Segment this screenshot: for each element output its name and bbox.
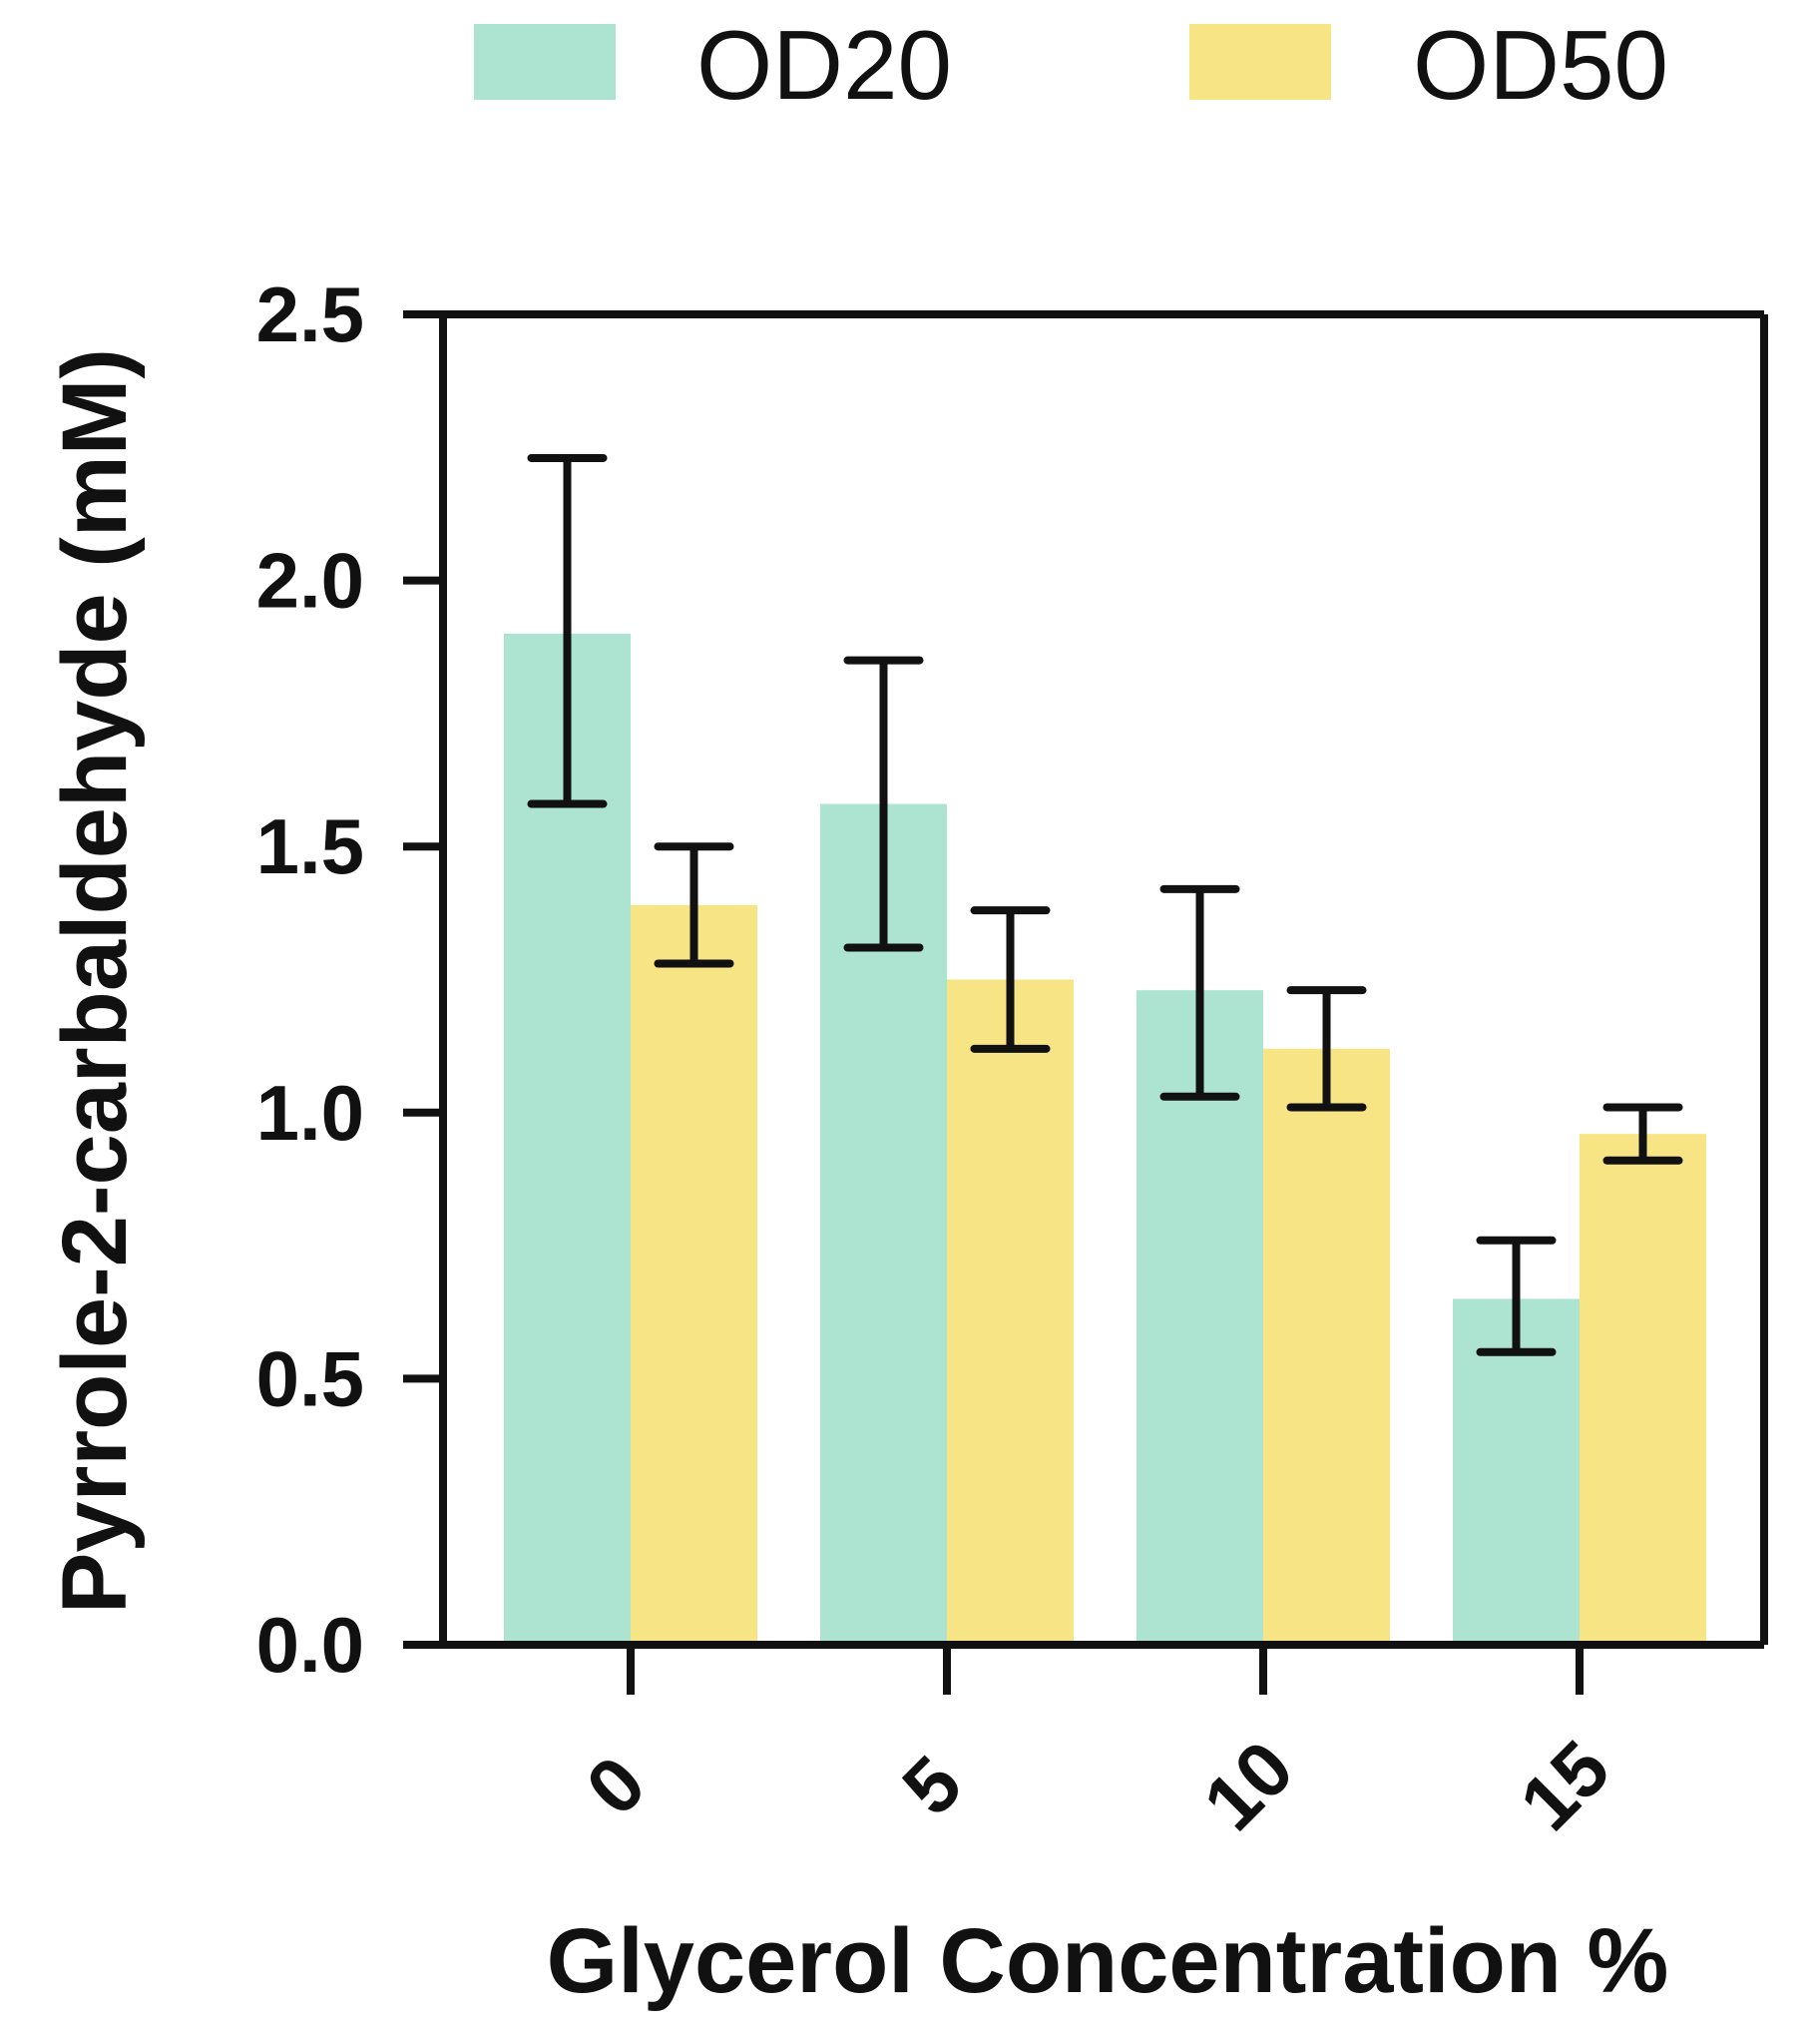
error-bar-od50-0: [654, 842, 734, 968]
legend-label-od50: OD50: [1413, 10, 1668, 120]
bar-od50-10: [1263, 1048, 1390, 1645]
legend-swatch-od20: [474, 24, 616, 100]
y-tick-label-1.5: 1.5: [256, 802, 364, 890]
x-axis-title: Glycerol Concentration %: [547, 1910, 1669, 2012]
legend: OD20 OD50: [474, 10, 1668, 120]
bar-od20-15: [1453, 1298, 1580, 1645]
y-axis-title: Pyrrole-2-carbaldehyde (mM): [44, 348, 146, 1614]
error-bar-od50-10: [1286, 986, 1367, 1112]
bar-od50-0: [631, 904, 757, 1645]
error-bar-od20-15: [1476, 1236, 1557, 1356]
y-tick-label-0.0: 0.0: [256, 1601, 364, 1689]
legend-swatch-od50: [1189, 24, 1331, 100]
y-tick-label-2.0: 2.0: [256, 537, 364, 625]
y-tick-label-0.5: 0.5: [256, 1334, 364, 1422]
plot-frame: [439, 310, 1768, 1649]
y-tick-label-2.5: 2.5: [256, 270, 364, 358]
bar-od50-5: [947, 979, 1074, 1645]
error-bar-od20-10: [1159, 884, 1240, 1101]
error-bar-od50-5: [970, 906, 1051, 1053]
error-bar-layer: [527, 453, 1683, 1356]
y-tick-label-1.0: 1.0: [256, 1069, 364, 1157]
y-axis-ticks: 0.0 0.5 1.0 1.5 2.0 2.5: [256, 270, 443, 1689]
bar-od50-15: [1580, 1134, 1706, 1645]
error-bar-od20-0: [527, 453, 608, 808]
error-bar-od20-5: [843, 656, 924, 952]
bar-layer: [504, 633, 1706, 1645]
error-bar-od50-15: [1602, 1103, 1683, 1165]
legend-label-od20: OD20: [696, 10, 952, 120]
